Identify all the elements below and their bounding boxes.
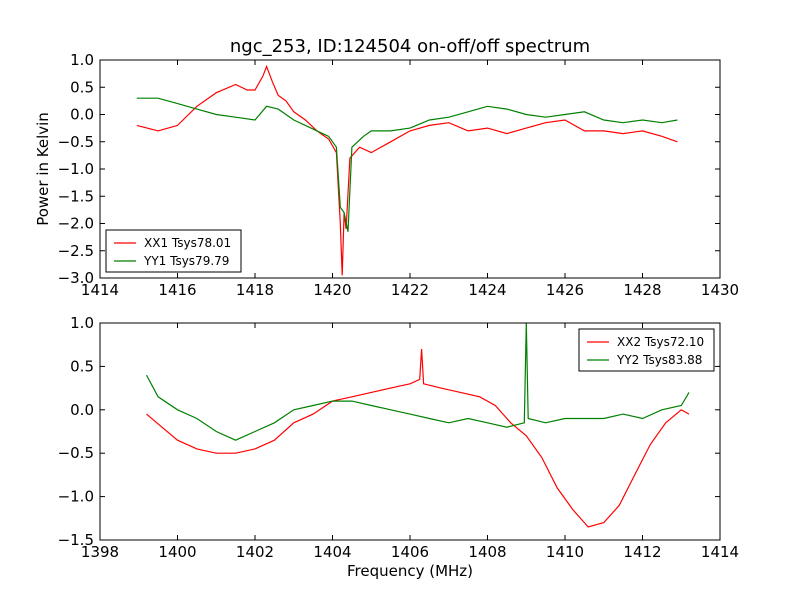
x-tick-label: 1400: [158, 543, 196, 561]
y-tick-label: 1.0: [70, 314, 94, 332]
y-tick-label: 1.0: [70, 51, 94, 69]
y-tick-label: −2.5: [58, 242, 94, 260]
legend-label: YY1 Tsys79.79: [143, 254, 229, 268]
x-tick-label: 1430: [701, 281, 739, 299]
x-tick-label: 1418: [236, 281, 274, 299]
legend: XX2 Tsys72.10 YY2 Tsys83.88: [578, 328, 715, 372]
series-line-yy1: [136, 97, 678, 232]
x-tick-label: 1410: [546, 543, 584, 561]
x-tick-label: 1412: [623, 543, 661, 561]
y-axis-label: Power in Kelvin: [34, 112, 52, 226]
legend-label: YY2 Tsys83.88: [616, 353, 702, 367]
y-tick-label: −0.5: [58, 444, 94, 462]
series-line-yy2: [145, 323, 690, 441]
y-tick-label: −1.5: [58, 187, 94, 205]
y-tick-label: −2.0: [58, 215, 94, 233]
legend-label: XX1 Tsys78.01: [144, 236, 231, 250]
plot-area-bottom: 1398 1400 1402 1404 1406 1408 1410 1412 1414 −1.5…: [58, 314, 740, 561]
y-tick-label: −1.5: [58, 531, 94, 549]
x-axis-label: Frequency (MHz): [347, 562, 473, 580]
x-tick-label: 1422: [391, 281, 429, 299]
bottom-spectrum-panel: Frequency (MHz) 1398 1400 1402 1404 1406 1408…: [58, 314, 740, 580]
y-tick-label: 0.5: [70, 357, 94, 375]
x-tick-label: 1414: [81, 281, 119, 299]
legend-label: XX2 Tsys72.10: [617, 335, 704, 349]
y-tick-label: −1.0: [58, 488, 94, 506]
chart-title: ngc_253, ID:124504 on-off/off spectrum: [230, 36, 590, 57]
y-tick-label: −0.5: [58, 133, 94, 151]
x-tick-label: 1402: [236, 543, 274, 561]
y-tick-label: 0.0: [70, 106, 94, 124]
x-tick-label: 1408: [468, 543, 506, 561]
y-tick-label: −1.0: [58, 160, 94, 178]
x-tick-label: 1424: [468, 281, 506, 299]
x-tick-label: 1426: [546, 281, 584, 299]
y-tick-label: 0.0: [70, 401, 94, 419]
x-tick-label: 1416: [158, 281, 196, 299]
x-tick-label: 1404: [313, 543, 351, 561]
series-line-xx2: [146, 348, 690, 528]
x-tick-label: 1398: [81, 543, 119, 561]
legend-box: [578, 328, 715, 372]
plot-area-top: 1414 1416 1418 1420 1422 1424 1426 1428 1430 −3.0…: [58, 51, 740, 299]
top-spectrum-panel: ngc_253, ID:124504 on-off/off spectrum P…: [34, 36, 739, 299]
x-tick-label: 1414: [701, 543, 739, 561]
y-tick-label: 0.5: [70, 78, 94, 96]
x-tick-label: 1428: [623, 281, 661, 299]
legend: XX1 Tsys78.01 YY1 Tsys79.79: [105, 229, 242, 273]
x-tick-label: 1420: [313, 281, 351, 299]
y-tick-label: −3.0: [58, 269, 94, 287]
x-tick-label: 1406: [391, 543, 429, 561]
legend-box: [105, 229, 242, 273]
